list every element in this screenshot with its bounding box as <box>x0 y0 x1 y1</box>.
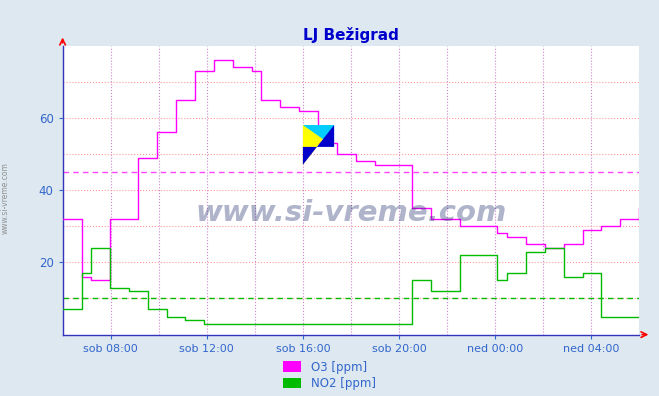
Polygon shape <box>303 125 334 165</box>
Title: LJ Bežigrad: LJ Bežigrad <box>303 27 399 43</box>
Polygon shape <box>303 125 334 147</box>
Legend: O3 [ppm], NO2 [ppm]: O3 [ppm], NO2 [ppm] <box>283 360 376 390</box>
Text: www.si-vreme.com: www.si-vreme.com <box>195 199 507 227</box>
Polygon shape <box>303 125 334 165</box>
Text: www.si-vreme.com: www.si-vreme.com <box>1 162 10 234</box>
